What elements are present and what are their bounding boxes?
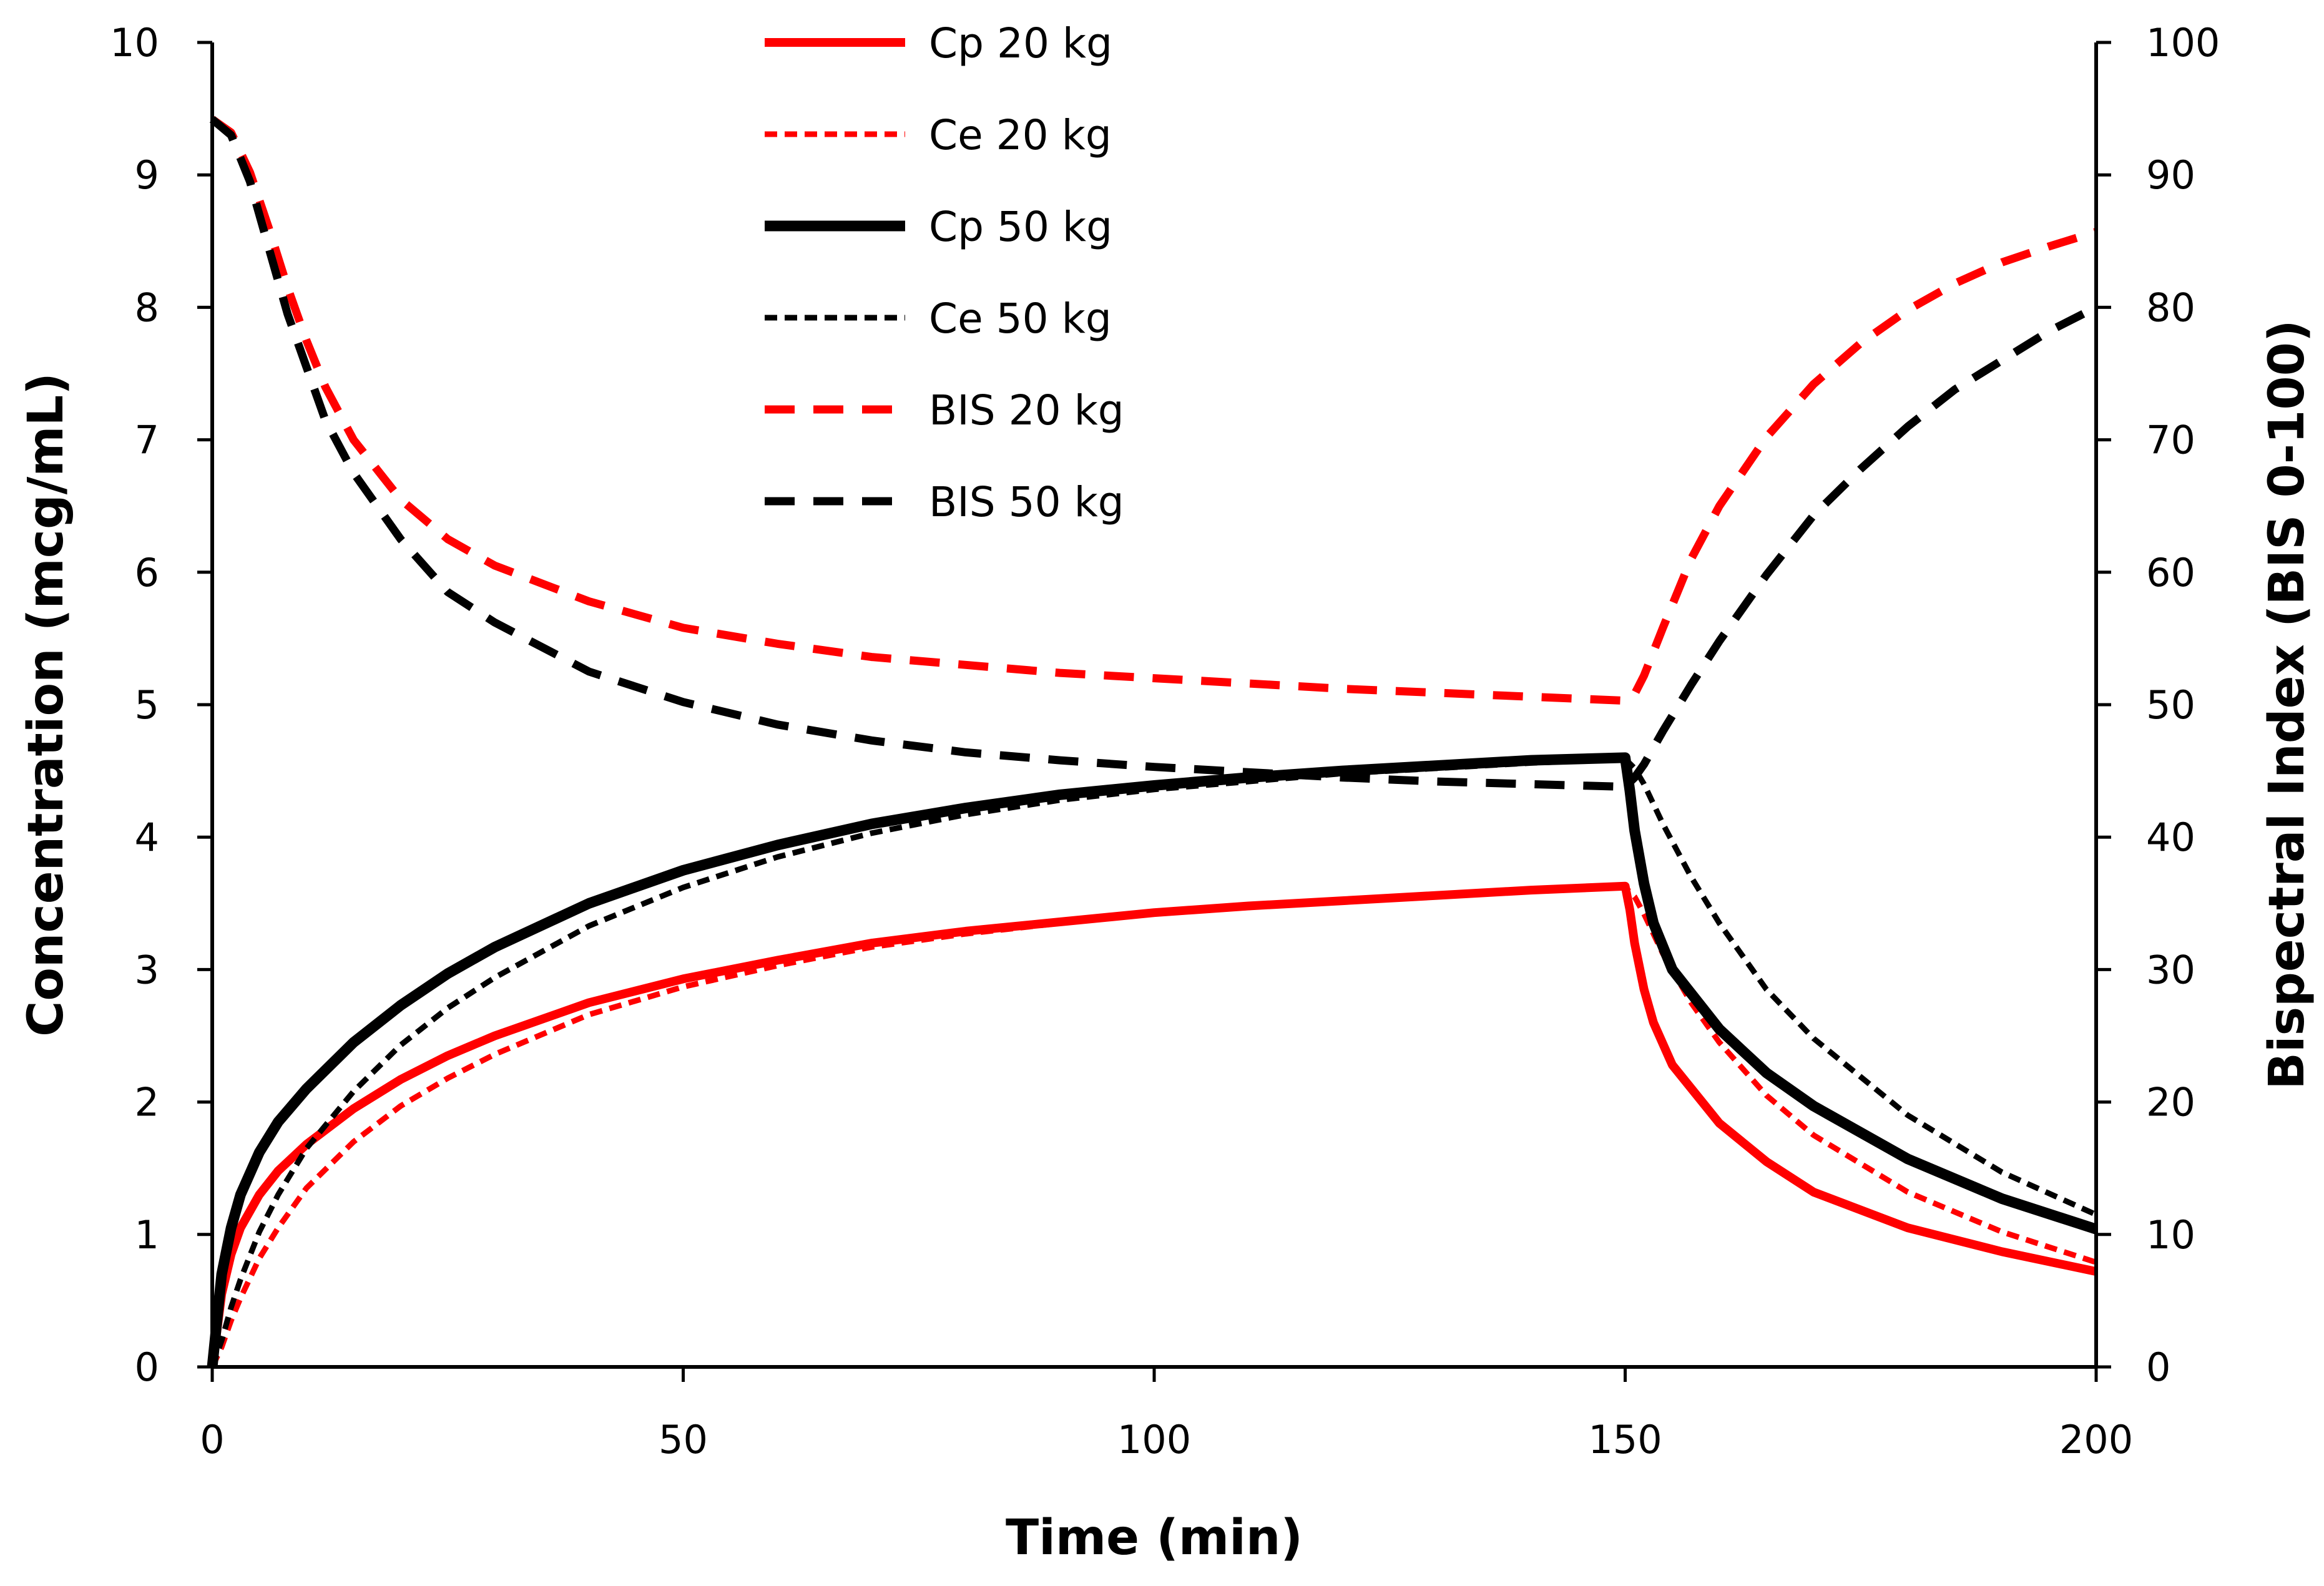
y-left-tick-label: 0 — [135, 1344, 159, 1390]
x-tick-label: 100 — [1117, 1417, 1191, 1462]
y-left-tick-label: 1 — [135, 1212, 159, 1258]
y-right-tick-label: 0 — [2146, 1344, 2170, 1390]
y-right-tick-label: 90 — [2146, 152, 2195, 198]
legend: Cp 20 kg Ce 20 kg Cp 50 kg Ce 50 kg BIS 20 k… — [765, 19, 1124, 526]
y-right-axis-title: Bispectral Index (BIS 0-100) — [2259, 320, 2315, 1089]
legend-label: BIS 20 kg — [929, 386, 1124, 434]
y-right-tick-label: 30 — [2146, 947, 2195, 992]
series-line-bis-50-kg — [209, 116, 2098, 791]
y-right-tick-label: 50 — [2146, 682, 2195, 728]
legend-label: BIS 50 kg — [929, 478, 1124, 526]
legend-label: Cp 20 kg — [929, 19, 1112, 67]
y-left-tick-label: 6 — [135, 550, 159, 595]
series-line-cp-50-kg — [207, 752, 2098, 1368]
y-right-tick-label: 100 — [2146, 20, 2220, 66]
y-right-tick-label: 10 — [2146, 1212, 2195, 1258]
y-right-tick-label: 60 — [2146, 550, 2195, 595]
legend-label: Ce 50 kg — [929, 295, 1112, 343]
series-line-bis-20-kg — [210, 115, 2097, 705]
y-left-tick-label: 4 — [135, 815, 159, 860]
y-left-tick-label: 8 — [135, 285, 159, 330]
y-right-tick-label: 70 — [2146, 418, 2195, 463]
y-right-tick-label: 80 — [2146, 285, 2195, 330]
y-right-tick-label: 40 — [2146, 815, 2195, 860]
y-left-tick-label: 9 — [135, 152, 159, 198]
legend-label: Ce 20 kg — [929, 111, 1112, 159]
y-left-tick-label: 2 — [135, 1080, 159, 1125]
y-right-tick-label: 20 — [2146, 1080, 2195, 1125]
x-tick-label: 150 — [1588, 1417, 1662, 1462]
x-tick-label: 0 — [200, 1417, 224, 1462]
series-line-ce-20-kg — [209, 884, 2097, 1368]
y-left-axis-title: Concentration (mcg/mL) — [18, 373, 74, 1037]
series-lines — [207, 115, 2098, 1368]
y-left-tick-label: 10 — [110, 20, 159, 66]
x-tick-label: 50 — [659, 1417, 708, 1462]
series-line-cp-20-kg — [208, 881, 2097, 1368]
legend-label: Cp 50 kg — [929, 203, 1112, 251]
y-left-tick-label: 3 — [135, 947, 159, 992]
x-tick-label: 200 — [2059, 1417, 2133, 1462]
y-left-tick-label: 7 — [135, 418, 159, 463]
series-line-ce-50-kg — [209, 756, 2097, 1368]
x-axis-title: Time (min) — [1006, 1510, 1303, 1566]
y-left-tick-label: 5 — [135, 682, 159, 728]
